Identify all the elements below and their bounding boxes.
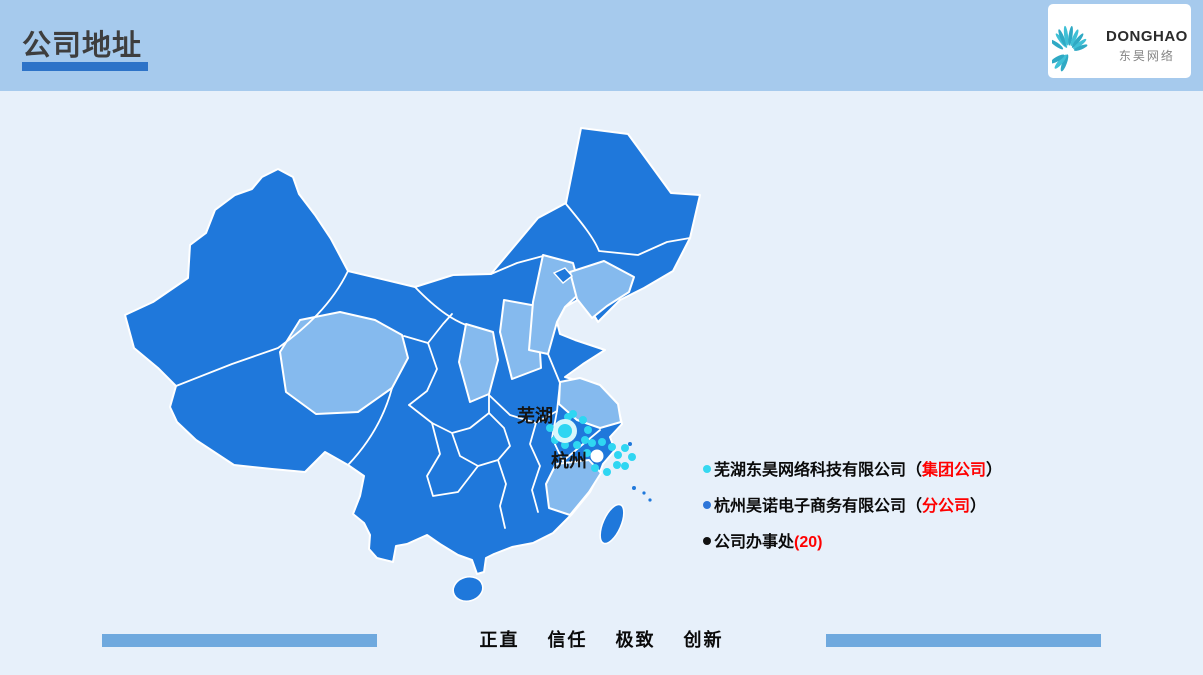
legend-item-offices: 公司办事处(20): [703, 532, 1002, 554]
legend-label-highlight: (20): [794, 534, 823, 551]
legend-label-close: ）: [986, 462, 1003, 479]
province-fujian: [545, 459, 602, 516]
decor-bar-right: [826, 634, 1101, 647]
logo-name: DONGHAO: [1106, 28, 1188, 45]
main-content: 芜湖 杭州 芜湖东昊网络科技有限公司（集团公司） 杭州昊诺电子商务有限公司（分公…: [0, 92, 1203, 675]
motto-word: 信任: [547, 630, 588, 650]
legend-label-highlight: 分公司: [922, 498, 971, 515]
title-underline: [22, 62, 148, 71]
province-shaanxi: [458, 323, 499, 403]
taiwan-island: [599, 503, 625, 545]
legend-item-branch-company: 杭州昊诺电子商务有限公司（分公司）: [703, 496, 1002, 518]
province-borders: [175, 203, 691, 529]
province-beijing: [552, 267, 574, 284]
wuhu-office-dots: [546, 410, 592, 449]
hangzhou-marker-icon: [590, 449, 604, 463]
legend: 芜湖东昊网络科技有限公司（集团公司） 杭州昊诺电子商务有限公司（分公司） 公司办…: [703, 460, 1002, 568]
motto-word: 正直: [479, 630, 520, 650]
legend-bullet-cyan-icon: [703, 465, 711, 473]
hangzhou-office-dots: [583, 438, 636, 476]
china-map: 芜湖 杭州: [124, 127, 701, 603]
legend-item-group-company: 芜湖东昊网络科技有限公司（集团公司）: [703, 460, 1002, 482]
page-title: 公司地址: [22, 30, 143, 62]
legend-label: 公司办事处: [714, 534, 795, 551]
city-label-wuhu: 芜湖: [517, 405, 553, 426]
logo-text-block: DONGHAO 东昊网络: [1106, 28, 1188, 64]
legend-label-close: ）: [970, 498, 987, 515]
province-liaoning: [569, 260, 635, 319]
coastal-islets: [628, 442, 652, 502]
header-band: 公司地址 DONGH: [0, 0, 1203, 91]
motto-word: 创新: [683, 630, 724, 650]
legend-bullet-black-icon: [703, 537, 711, 545]
legend-label-highlight: 集团公司: [922, 462, 987, 479]
legend-label: 芜湖东昊网络科技有限公司（: [714, 462, 923, 479]
logo-subtitle: 东昊网络: [1118, 49, 1175, 63]
decor-bar-left: [102, 634, 377, 647]
wuhu-marker-icon: [553, 419, 577, 443]
company-logo: DONGHAO 东昊网络: [1048, 4, 1191, 78]
logo-fan-icon: [1052, 25, 1088, 72]
legend-bullet-blue-icon: [703, 501, 711, 509]
motto-word: 极致: [615, 630, 656, 650]
legend-label: 杭州昊诺电子商务有限公司（: [714, 498, 923, 515]
company-motto: 正直 信任 极致 创新: [0, 626, 1203, 652]
hainan-island: [452, 575, 484, 603]
city-label-hangzhou: 杭州: [551, 450, 587, 471]
